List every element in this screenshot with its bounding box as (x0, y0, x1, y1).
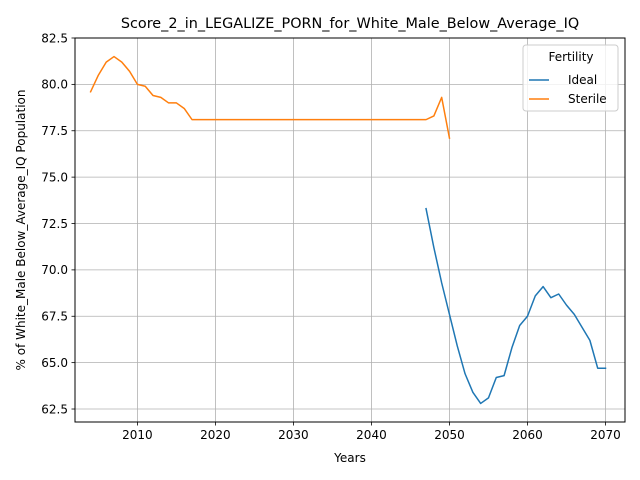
y-tick-label: 82.5 (41, 31, 68, 45)
plot-frame (74, 37, 626, 423)
x-tick-label: 2060 (512, 428, 543, 442)
x-tick-label: 2030 (278, 428, 309, 442)
legend-title: Fertility (548, 50, 593, 64)
y-tick-label: 67.5 (41, 310, 68, 324)
grid-lines (75, 37, 625, 422)
axis-ticks: 2010 2020 2030 2040 2050 2060 2070 62.5 65.0 67.5… (41, 31, 620, 442)
x-tick-label: 2040 (356, 428, 387, 442)
y-tick-label: 62.5 (41, 402, 68, 416)
y-axis-label: % of White_Male Below_Average_IQ Populat… (14, 90, 28, 371)
chart-title: Score_2_in_LEGALIZE_PORN_for_White_Male_… (121, 16, 579, 32)
y-tick-label: 72.5 (41, 217, 68, 231)
legend-label-ideal: Ideal (568, 73, 597, 87)
series-lines (89, 55, 607, 405)
y-tick-label: 80.0 (41, 78, 68, 92)
x-tick-label: 2010 (122, 428, 153, 442)
y-tick-label: 70.0 (41, 263, 68, 277)
y-tick-label: 77.5 (41, 124, 68, 138)
x-tick-label: 2020 (200, 428, 231, 442)
legend-label-sterile: Sterile (568, 92, 607, 106)
legend: Fertility Ideal Sterile (522, 44, 619, 112)
series-line-ideal (425, 207, 607, 405)
series-line-sterile (89, 55, 451, 140)
x-tick-label: 2070 (590, 428, 621, 442)
legend-box (522, 44, 619, 112)
x-tick-label: 2050 (434, 428, 465, 442)
y-tick-label: 75.0 (41, 170, 68, 184)
x-axis-label: Years (333, 451, 366, 465)
y-tick-label: 65.0 (41, 356, 68, 370)
